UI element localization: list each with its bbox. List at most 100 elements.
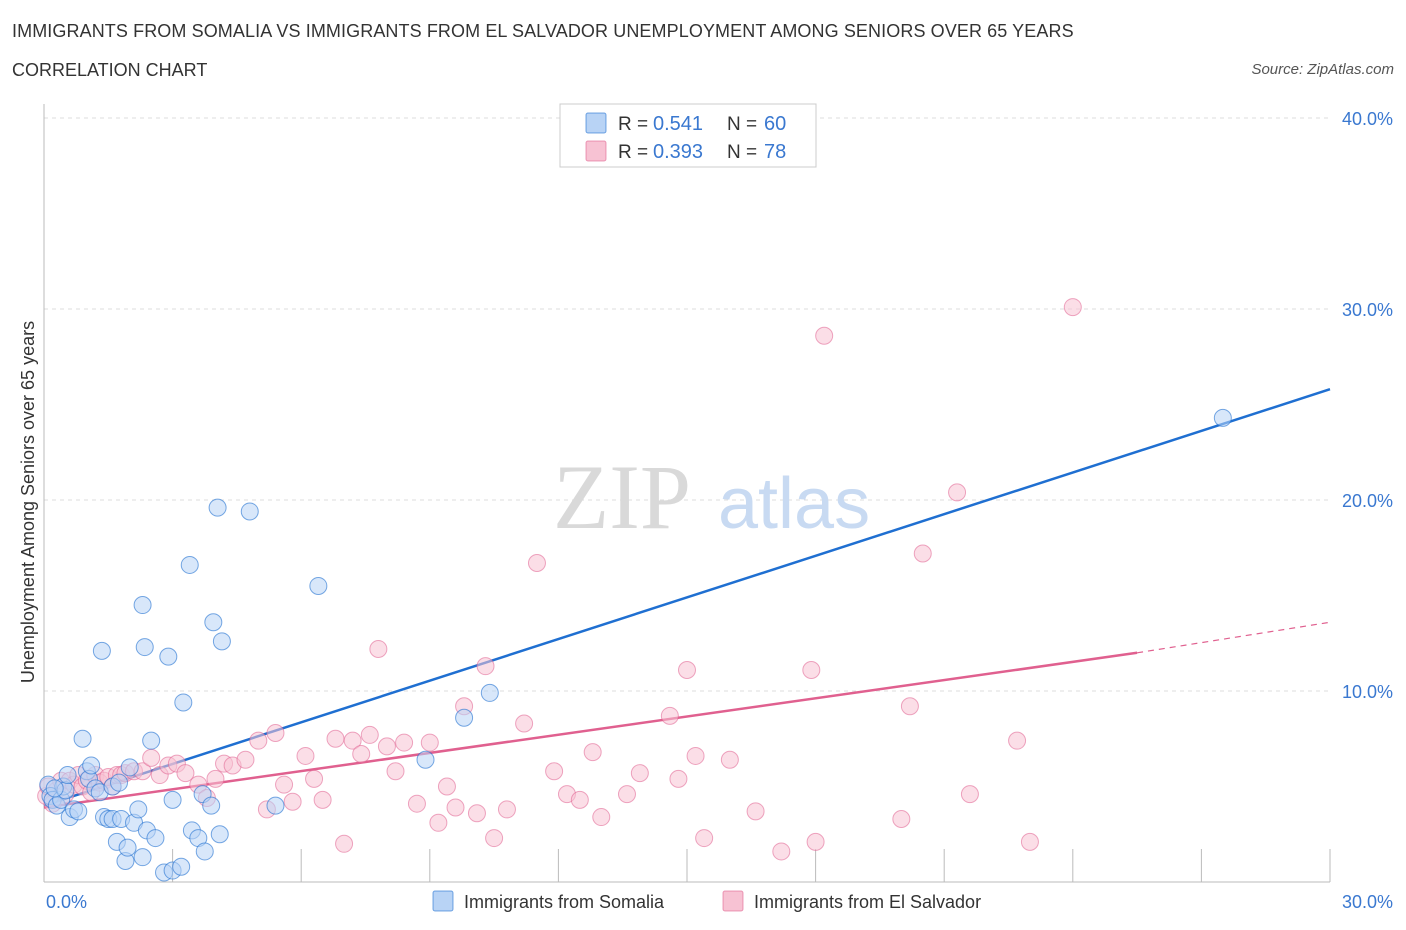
y-axis-label: Unemployment Among Seniors over 65 years [18, 321, 38, 683]
watermark: ZIP atlas [553, 446, 870, 548]
bottom-legend-swatch-elsalvador [722, 890, 744, 912]
point-elsalvador [313, 790, 332, 809]
bottom-legend-label-elsalvador: Immigrants from El Salvador [754, 892, 981, 912]
point-elsalvador [407, 794, 426, 813]
point-elsalvador [283, 792, 302, 811]
point-elsalvador [395, 733, 414, 752]
top-legend: R = 0.541 N = 60 R = 0.393 N = 78 [559, 103, 817, 168]
legend-n-value-elsalvador: 78 [764, 141, 786, 163]
point-elsalvador [815, 326, 834, 345]
legend-n-value-somalia: 60 [764, 113, 786, 135]
point-elsalvador [892, 809, 911, 828]
point-somalia [133, 596, 152, 615]
point-somalia [142, 731, 161, 750]
point-somalia [163, 790, 182, 809]
point-somalia [309, 576, 328, 595]
legend-r-label-somalia: R = [618, 114, 648, 135]
point-elsalvador [326, 729, 345, 748]
point-elsalvador [249, 731, 268, 750]
point-somalia [210, 825, 229, 844]
point-somalia [159, 647, 178, 666]
point-elsalvador [570, 790, 589, 809]
point-elsalvador [1063, 298, 1082, 317]
point-elsalvador [1020, 832, 1039, 851]
point-elsalvador [686, 746, 705, 765]
legend-r-value-elsalvador: 0.393 [653, 141, 703, 163]
point-elsalvador [386, 762, 405, 781]
point-elsalvador [617, 785, 636, 804]
x-tick-label: 0.0% [46, 892, 87, 912]
point-somalia [416, 750, 435, 769]
bottom-legend-swatch-somalia [432, 890, 454, 912]
point-somalia [92, 641, 111, 660]
point-elsalvador [476, 657, 495, 676]
axis-layer: 10.0% 20.0% 30.0% 40.0% 0.0% 30.0% Unemploymen… [18, 104, 1393, 912]
point-somalia [195, 842, 214, 861]
point-elsalvador [305, 769, 324, 788]
legend-n-label-somalia: N = [727, 114, 757, 135]
point-elsalvador [669, 769, 688, 788]
point-elsalvador [266, 724, 285, 743]
point-elsalvador [545, 762, 564, 781]
legend-r-label-elsalvador: R = [618, 142, 648, 163]
legend-swatch-somalia [585, 112, 607, 134]
point-elsalvador [695, 829, 714, 848]
point-elsalvador [527, 554, 546, 573]
point-elsalvador [583, 743, 602, 762]
y-tick-label: 40.0% [1342, 109, 1393, 129]
point-somalia [174, 693, 193, 712]
y-tick-label: 30.0% [1342, 300, 1393, 320]
point-elsalvador [335, 834, 354, 853]
point-somalia [204, 613, 223, 632]
point-elsalvador [296, 746, 315, 765]
point-elsalvador [948, 483, 967, 502]
point-somalia [73, 729, 92, 748]
point-elsalvador [913, 544, 932, 563]
point-elsalvador [206, 769, 225, 788]
legend-swatch-elsalvador [585, 140, 607, 162]
point-somalia [133, 848, 152, 867]
point-elsalvador [806, 832, 825, 851]
point-somalia [180, 555, 199, 574]
point-elsalvador [900, 697, 919, 716]
point-elsalvador [176, 764, 195, 783]
point-elsalvador [515, 714, 534, 733]
point-elsalvador [746, 802, 765, 821]
point-somalia [58, 766, 77, 785]
point-somalia [118, 838, 137, 857]
point-somalia [202, 796, 221, 815]
point-elsalvador [275, 775, 294, 794]
point-elsalvador [772, 842, 791, 861]
point-elsalvador [497, 800, 516, 819]
bottom-legend-label-somalia: Immigrants from Somalia [464, 892, 665, 912]
bottom-legend: Immigrants from Somalia Immigrants from … [432, 890, 981, 912]
point-somalia [135, 638, 154, 657]
point-elsalvador [678, 660, 696, 679]
grid-layer [44, 117, 1330, 692]
point-elsalvador [802, 660, 821, 679]
trend-line-elsalvador [43, 651, 1138, 809]
point-somalia [45, 779, 64, 798]
point-elsalvador [142, 748, 161, 767]
point-somalia [129, 800, 148, 819]
point-somalia [480, 683, 499, 702]
y-tick-label: 10.0% [1342, 682, 1393, 702]
points-layer [37, 298, 1232, 882]
point-somalia [455, 708, 474, 727]
point-elsalvador [485, 829, 504, 848]
point-elsalvador [437, 777, 456, 796]
point-somalia [69, 802, 88, 821]
x-tick-label: 30.0% [1342, 892, 1393, 912]
point-somalia [110, 773, 129, 792]
point-elsalvador [630, 764, 649, 783]
point-elsalvador [377, 737, 396, 756]
point-somalia [146, 829, 165, 848]
point-elsalvador [429, 813, 448, 832]
point-somalia [82, 756, 101, 775]
point-elsalvador [720, 750, 739, 769]
point-elsalvador [660, 706, 679, 725]
chart-subtitle: CORRELATION CHART [12, 60, 208, 80]
point-elsalvador [369, 639, 388, 658]
point-elsalvador [236, 750, 255, 769]
point-elsalvador [420, 733, 439, 752]
